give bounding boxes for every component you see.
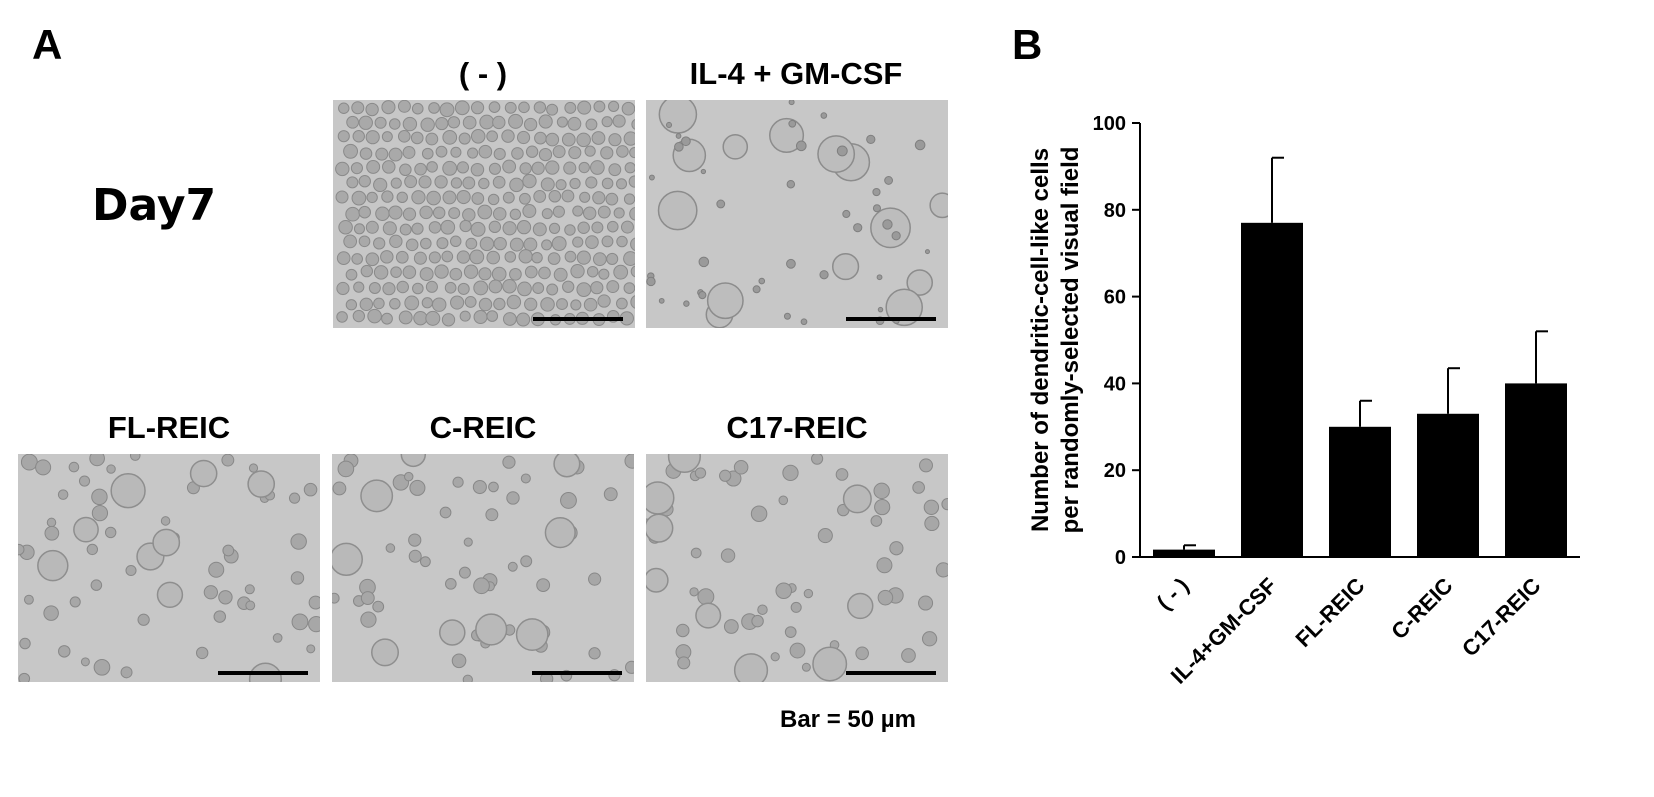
x-tick-label: FL-REIC	[1291, 573, 1370, 652]
micrograph-negative-control	[333, 100, 635, 328]
y-tick-label: 60	[1104, 287, 1126, 309]
y-tick-label: 40	[1104, 373, 1126, 395]
scale-bar	[846, 317, 936, 321]
micrograph-fl-reic	[18, 454, 320, 682]
label-fl-reic: FL-REIC	[107, 410, 231, 445]
micrograph-c17-reic	[646, 454, 948, 682]
scale-bar	[846, 671, 936, 675]
y-tick-label: 80	[1104, 200, 1126, 222]
scale-bar	[532, 671, 622, 675]
y-tick-label: 20	[1104, 460, 1126, 482]
bar	[1329, 426, 1391, 557]
scale-bar-note: Bar = 50 µm	[780, 706, 916, 733]
label-il4-gmcsf: IL-4 + GM-CSF	[689, 56, 903, 91]
panel-a-letter: A	[32, 21, 63, 68]
scale-bar	[533, 317, 623, 321]
label-c17-reic: C17-REIC	[726, 410, 868, 445]
day-label: Day7	[92, 180, 217, 231]
bar	[1153, 549, 1215, 557]
y-tick-label: 100	[1093, 113, 1126, 135]
y-tick-label: 0	[1115, 547, 1126, 569]
label-negative-control: ( - )	[458, 56, 508, 91]
x-tick-label: C-REIC	[1386, 573, 1457, 644]
x-tick-label: C17-REIC	[1457, 573, 1546, 662]
panel-b-letter: B	[1012, 21, 1043, 68]
y-axis-label: per randomly-selected visual field	[1057, 147, 1084, 534]
bar-chart: 0 20 40 60 80 100 Number of dendritic-cell-lik…	[1027, 113, 1580, 689]
bar	[1417, 413, 1479, 557]
bar	[1241, 222, 1303, 557]
label-c-reic: C-REIC	[429, 410, 537, 445]
x-tick-label: ( - )	[1152, 573, 1194, 615]
bar	[1505, 383, 1567, 557]
micrograph-c-reic	[332, 454, 634, 682]
micrograph-il4-gmcsf	[646, 100, 948, 328]
scale-bar	[218, 671, 308, 675]
y-axis-label: Number of dendritic-cell-like cells	[1027, 148, 1054, 532]
